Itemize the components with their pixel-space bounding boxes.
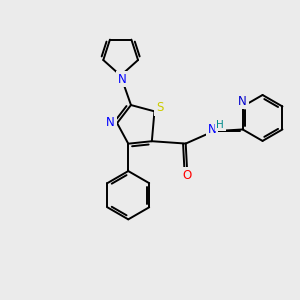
Text: O: O	[183, 169, 192, 182]
Text: N: N	[118, 73, 127, 85]
Text: N: N	[106, 116, 115, 129]
Text: N: N	[238, 95, 247, 108]
Text: N: N	[208, 123, 217, 136]
Text: S: S	[156, 101, 164, 114]
Text: H: H	[216, 120, 224, 130]
